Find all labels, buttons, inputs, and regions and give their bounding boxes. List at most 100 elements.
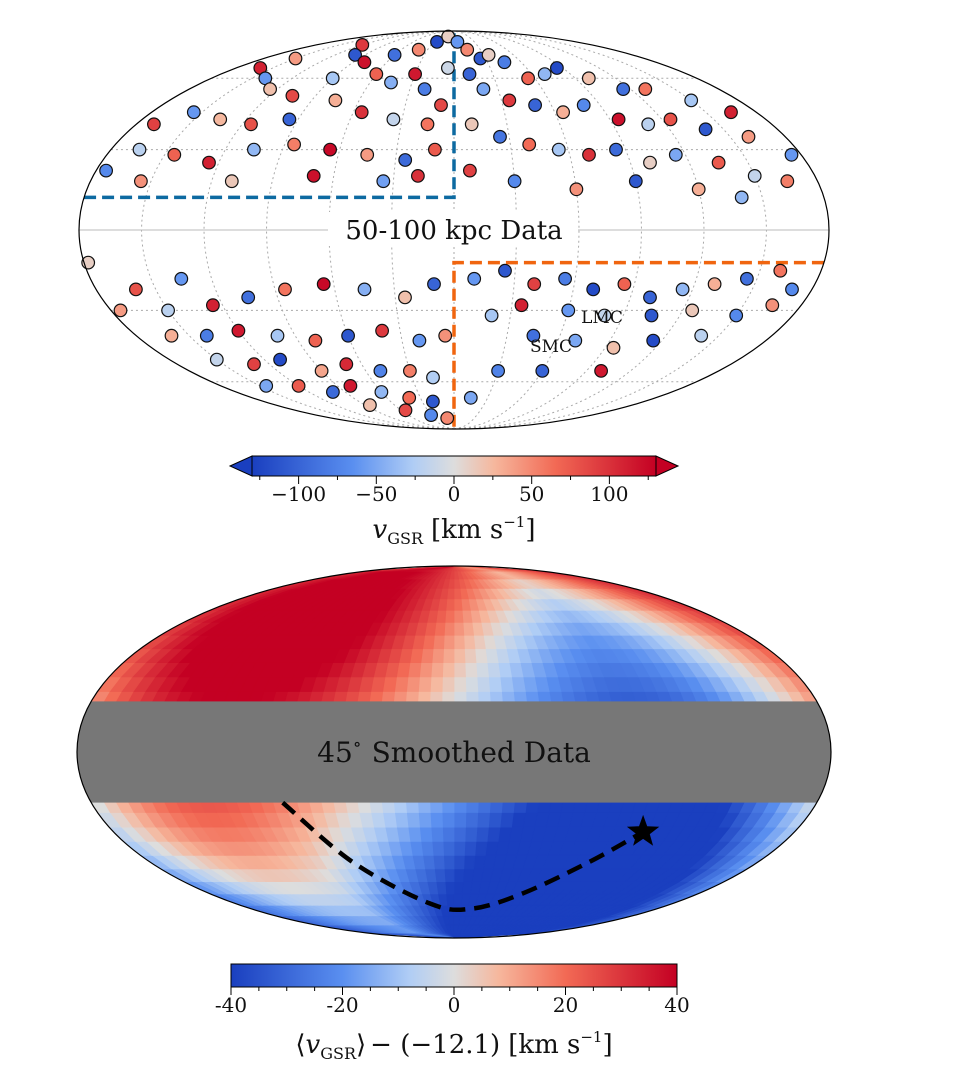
heatmap-cell xyxy=(453,841,466,856)
data-point xyxy=(259,379,274,393)
meridian-line xyxy=(453,31,518,429)
data-point xyxy=(308,333,323,348)
heatmap-cell xyxy=(441,676,455,692)
data-point xyxy=(663,112,678,127)
data-point xyxy=(556,105,570,120)
lmc-label: LMC xyxy=(581,308,623,328)
masked-band xyxy=(77,701,831,803)
heatmap-cell xyxy=(453,609,464,623)
heatmap-cell xyxy=(429,676,443,692)
data-point xyxy=(231,323,246,338)
heatmap-cell xyxy=(460,598,471,611)
data-point xyxy=(209,352,224,367)
star-icon xyxy=(626,814,660,846)
data-point xyxy=(644,308,659,323)
heatmap-cell xyxy=(453,598,463,611)
heatmap-cell xyxy=(476,812,491,828)
data-point xyxy=(341,328,356,343)
heatmap-cell xyxy=(419,662,433,678)
data-point xyxy=(638,82,653,96)
data-point xyxy=(522,137,537,152)
data-point xyxy=(273,352,288,367)
colorbar-tick-label: 100 xyxy=(590,482,628,506)
data-point xyxy=(434,98,448,112)
data-point xyxy=(684,93,699,108)
data-point xyxy=(611,112,626,127)
data-point xyxy=(186,105,201,120)
data-point xyxy=(246,142,261,157)
heatmap-cell xyxy=(473,634,486,650)
data-point xyxy=(561,303,576,318)
colorbar-tick-label: 50 xyxy=(519,482,544,506)
data-point xyxy=(741,129,756,144)
data-point xyxy=(339,357,354,372)
heatmap-cell xyxy=(453,587,462,600)
data-point xyxy=(224,174,239,189)
heatmap-cell xyxy=(419,826,433,842)
data-point xyxy=(244,117,258,132)
heatmap-cell xyxy=(486,826,501,842)
heatmap-cell xyxy=(499,812,514,828)
data-point xyxy=(569,182,584,197)
data-point xyxy=(403,364,417,378)
meridian-line xyxy=(453,31,705,429)
data-point xyxy=(357,55,372,70)
data-point xyxy=(527,277,542,292)
data-point xyxy=(398,403,413,418)
data-point xyxy=(694,328,709,343)
heatmap-cell xyxy=(441,812,455,828)
top-colorbar-extend-high xyxy=(655,455,680,477)
heatmap-cell xyxy=(473,854,486,870)
heatmap-cell xyxy=(462,622,475,636)
top-title-backdrop xyxy=(328,212,578,246)
data-point xyxy=(440,411,455,426)
top-colorbar-bar xyxy=(251,455,657,477)
data-point xyxy=(113,303,128,318)
data-point xyxy=(420,117,435,132)
heatmap-cell xyxy=(453,634,465,650)
heatmap-cell xyxy=(474,648,488,663)
data-point xyxy=(785,282,799,297)
data-point xyxy=(133,174,148,189)
data-point xyxy=(450,35,465,49)
heatmap-cell xyxy=(488,812,502,828)
data-point xyxy=(617,277,632,292)
data-point xyxy=(411,42,426,57)
heatmap-cell xyxy=(443,868,455,882)
data-point xyxy=(348,48,363,62)
data-point xyxy=(398,290,412,305)
heatmap-cell xyxy=(453,826,466,842)
bottom-masked-band xyxy=(77,701,831,803)
data-point xyxy=(270,328,285,343)
data-point xyxy=(484,308,499,323)
data-point xyxy=(426,394,440,409)
colorbar-tick-label: 0 xyxy=(448,993,461,1017)
heatmap-cell xyxy=(461,881,473,895)
heatmap-cell xyxy=(430,662,444,678)
heatmap-cell xyxy=(442,648,455,663)
data-point xyxy=(263,82,278,96)
data-point xyxy=(174,271,189,286)
data-point xyxy=(325,71,340,86)
data-point xyxy=(476,82,491,96)
data-point xyxy=(146,117,161,132)
heatmap-cell xyxy=(432,634,445,650)
heatmap-cell xyxy=(476,676,491,692)
data-point xyxy=(402,390,417,405)
smc-label: SMC xyxy=(530,337,572,357)
data-point xyxy=(161,303,176,318)
heatmap-cell xyxy=(430,826,444,842)
heatmap-cell xyxy=(443,634,455,650)
data-point xyxy=(668,147,683,162)
heatmap-cell xyxy=(406,676,420,692)
data-point xyxy=(773,263,788,278)
data-point xyxy=(427,277,441,292)
heatmap-cell xyxy=(444,609,455,623)
heatmap-cell xyxy=(453,676,467,692)
data-point xyxy=(521,71,535,86)
data-point xyxy=(355,38,370,52)
data-point xyxy=(685,303,700,318)
data-point xyxy=(323,142,338,157)
heatmap-cell xyxy=(443,622,455,636)
data-point xyxy=(460,42,475,57)
